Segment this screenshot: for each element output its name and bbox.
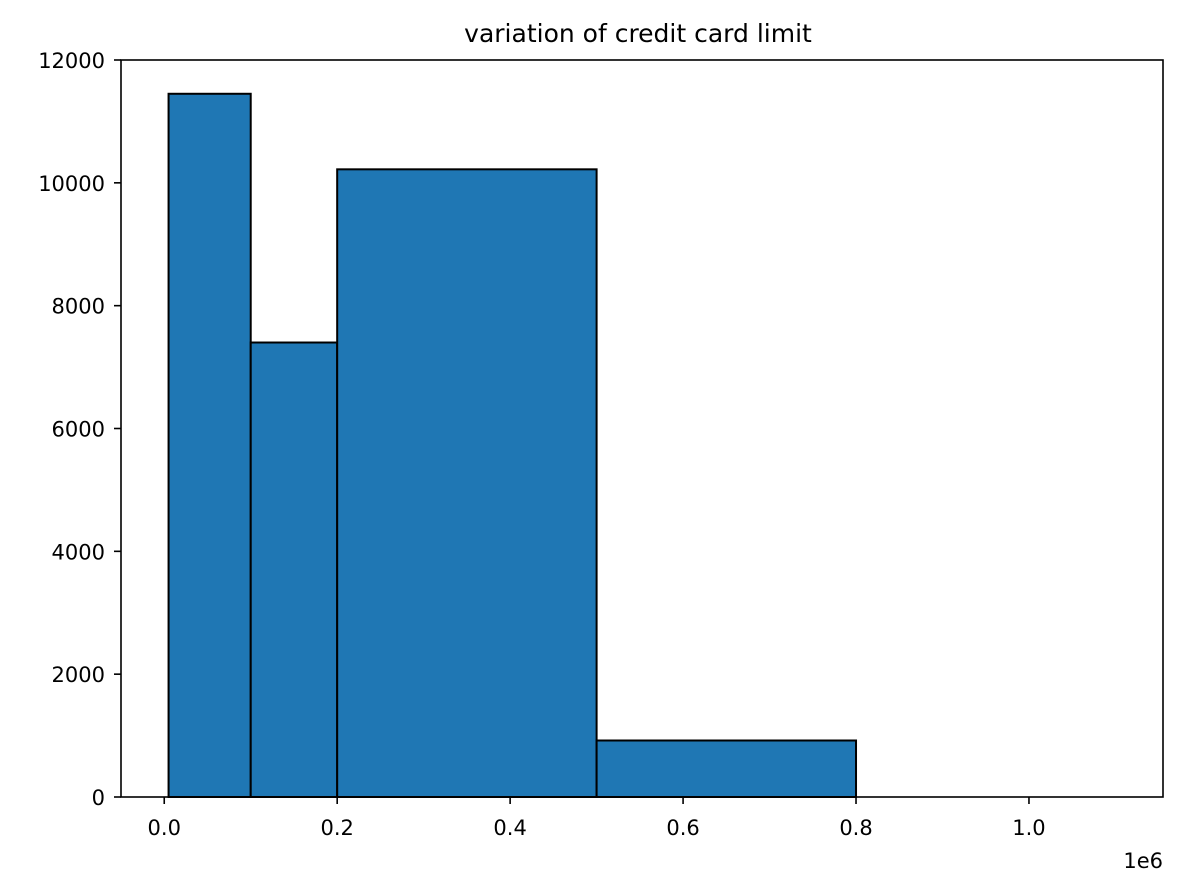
y-tick-label: 4000 [52,540,105,564]
y-tick-label: 12000 [38,49,105,73]
plot-frame [120,59,1164,798]
x-axis-ticks: 0.0 0.2 0.4 0.6 0.8 1.0 [148,797,1046,840]
bars-group [167,92,858,799]
x-tick-label: 0.4 [493,816,526,840]
y-tick-label: 8000 [52,295,105,319]
x-tick-label: 0.2 [320,816,353,840]
histogram-bar-2 [336,168,598,799]
chart-title: variation of credit card limit [464,19,812,48]
x-axis-offset-label: 1e6 [1123,849,1163,873]
y-tick-label: 0 [92,786,105,810]
x-tick-label: 0.8 [839,816,872,840]
x-tick-label: 1.0 [1012,816,1045,840]
histogram-bar-1 [249,341,339,798]
histogram-bar-3 [595,739,858,798]
y-tick-label: 10000 [38,172,105,196]
x-tick-label: 0.0 [148,816,181,840]
y-tick-label: 6000 [52,418,105,442]
histogram-bar-0 [167,92,252,798]
y-tick-label: 2000 [52,663,105,687]
x-tick-label: 0.6 [666,816,699,840]
y-axis-ticks: 0 2000 4000 6000 8000 10000 12000 [38,49,121,810]
